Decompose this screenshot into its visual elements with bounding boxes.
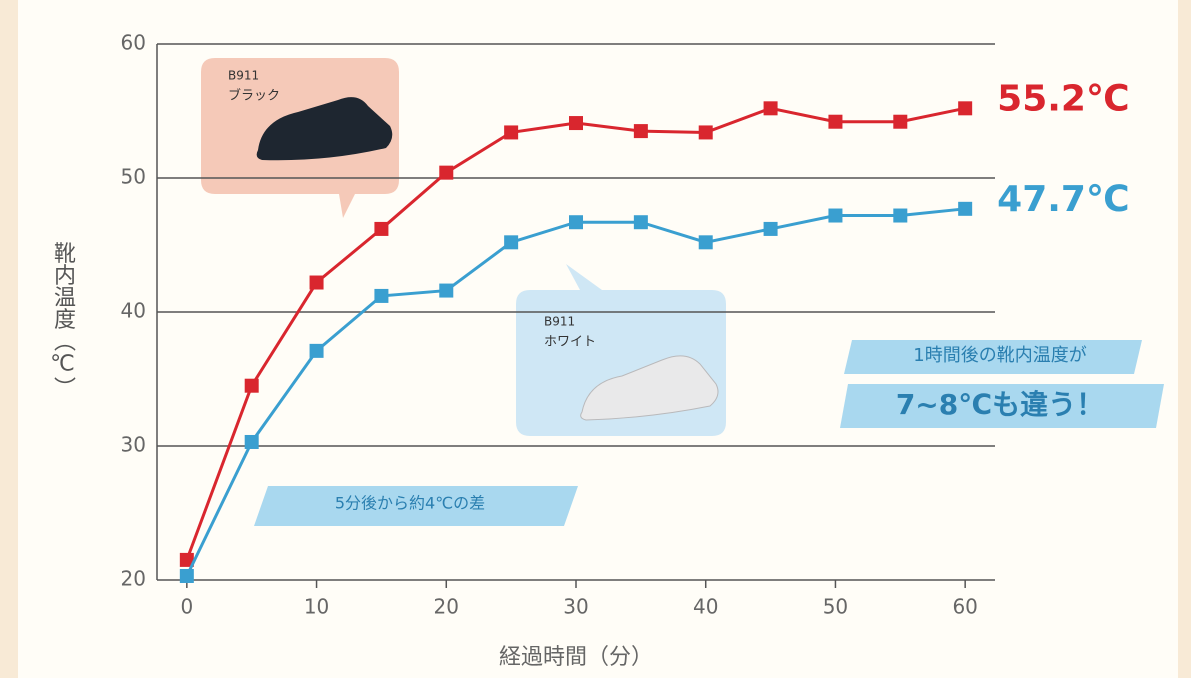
data-point bbox=[763, 221, 778, 236]
x-tick-label: 60 bbox=[952, 595, 977, 619]
annotation-band bbox=[254, 486, 578, 526]
x-tick-label: 20 bbox=[434, 595, 459, 619]
data-point bbox=[958, 201, 973, 216]
data-point bbox=[439, 165, 454, 180]
data-point bbox=[633, 124, 648, 139]
data-point bbox=[633, 215, 648, 230]
data-point bbox=[763, 101, 778, 116]
data-point bbox=[569, 215, 583, 230]
data-point bbox=[569, 116, 583, 131]
annotation: 1時間後の靴内温度が bbox=[913, 345, 1086, 366]
data-point bbox=[958, 101, 973, 116]
data-point bbox=[244, 434, 259, 449]
annotation-band bbox=[844, 340, 1142, 374]
x-tick-label: 10 bbox=[304, 595, 329, 619]
data-point bbox=[309, 343, 324, 358]
callout-line: B911 bbox=[228, 69, 259, 83]
data-point bbox=[893, 114, 908, 129]
callout-white: B911 ホワイト bbox=[516, 264, 726, 436]
y-tick-label: 40 bbox=[121, 299, 146, 323]
data-point bbox=[504, 125, 519, 140]
y-tick-label: 30 bbox=[121, 433, 146, 457]
data-point bbox=[244, 378, 259, 393]
data-point bbox=[698, 235, 713, 250]
data-point bbox=[374, 221, 389, 236]
data-point bbox=[179, 568, 194, 583]
annotation-band bbox=[840, 384, 1164, 428]
callout-line: B911 bbox=[544, 315, 575, 329]
value-label: 47.7℃ bbox=[997, 179, 1129, 220]
value-label: 55.2℃ bbox=[997, 78, 1129, 119]
x-tick-label: 0 bbox=[180, 595, 193, 619]
data-point bbox=[698, 125, 713, 140]
data-point bbox=[828, 114, 843, 129]
y-tick-label: 20 bbox=[121, 567, 146, 591]
x-tick-label: 30 bbox=[563, 595, 588, 619]
x-tick-label: 40 bbox=[693, 595, 718, 619]
y-axis-title: 靴内温度（℃） bbox=[50, 242, 76, 399]
data-point bbox=[828, 208, 843, 223]
callout-black: B911 ブラック bbox=[201, 58, 399, 218]
callout-line: ホワイト bbox=[544, 335, 596, 350]
annotation: 7~8℃も違う！ bbox=[896, 388, 1104, 421]
data-point bbox=[374, 288, 389, 303]
y-tick-label: 50 bbox=[121, 165, 146, 189]
data-point bbox=[309, 275, 324, 290]
x-tick-label: 50 bbox=[823, 595, 848, 619]
x-axis-title: 経過時間（分） bbox=[499, 645, 653, 670]
y-tick-label: 60 bbox=[121, 31, 146, 55]
data-point bbox=[504, 235, 519, 250]
data-point bbox=[179, 552, 194, 567]
annotation: 5分後から約4℃の差 bbox=[335, 494, 485, 513]
callout-line: ブラック bbox=[228, 88, 280, 104]
data-point bbox=[893, 208, 908, 223]
data-point bbox=[439, 283, 454, 298]
